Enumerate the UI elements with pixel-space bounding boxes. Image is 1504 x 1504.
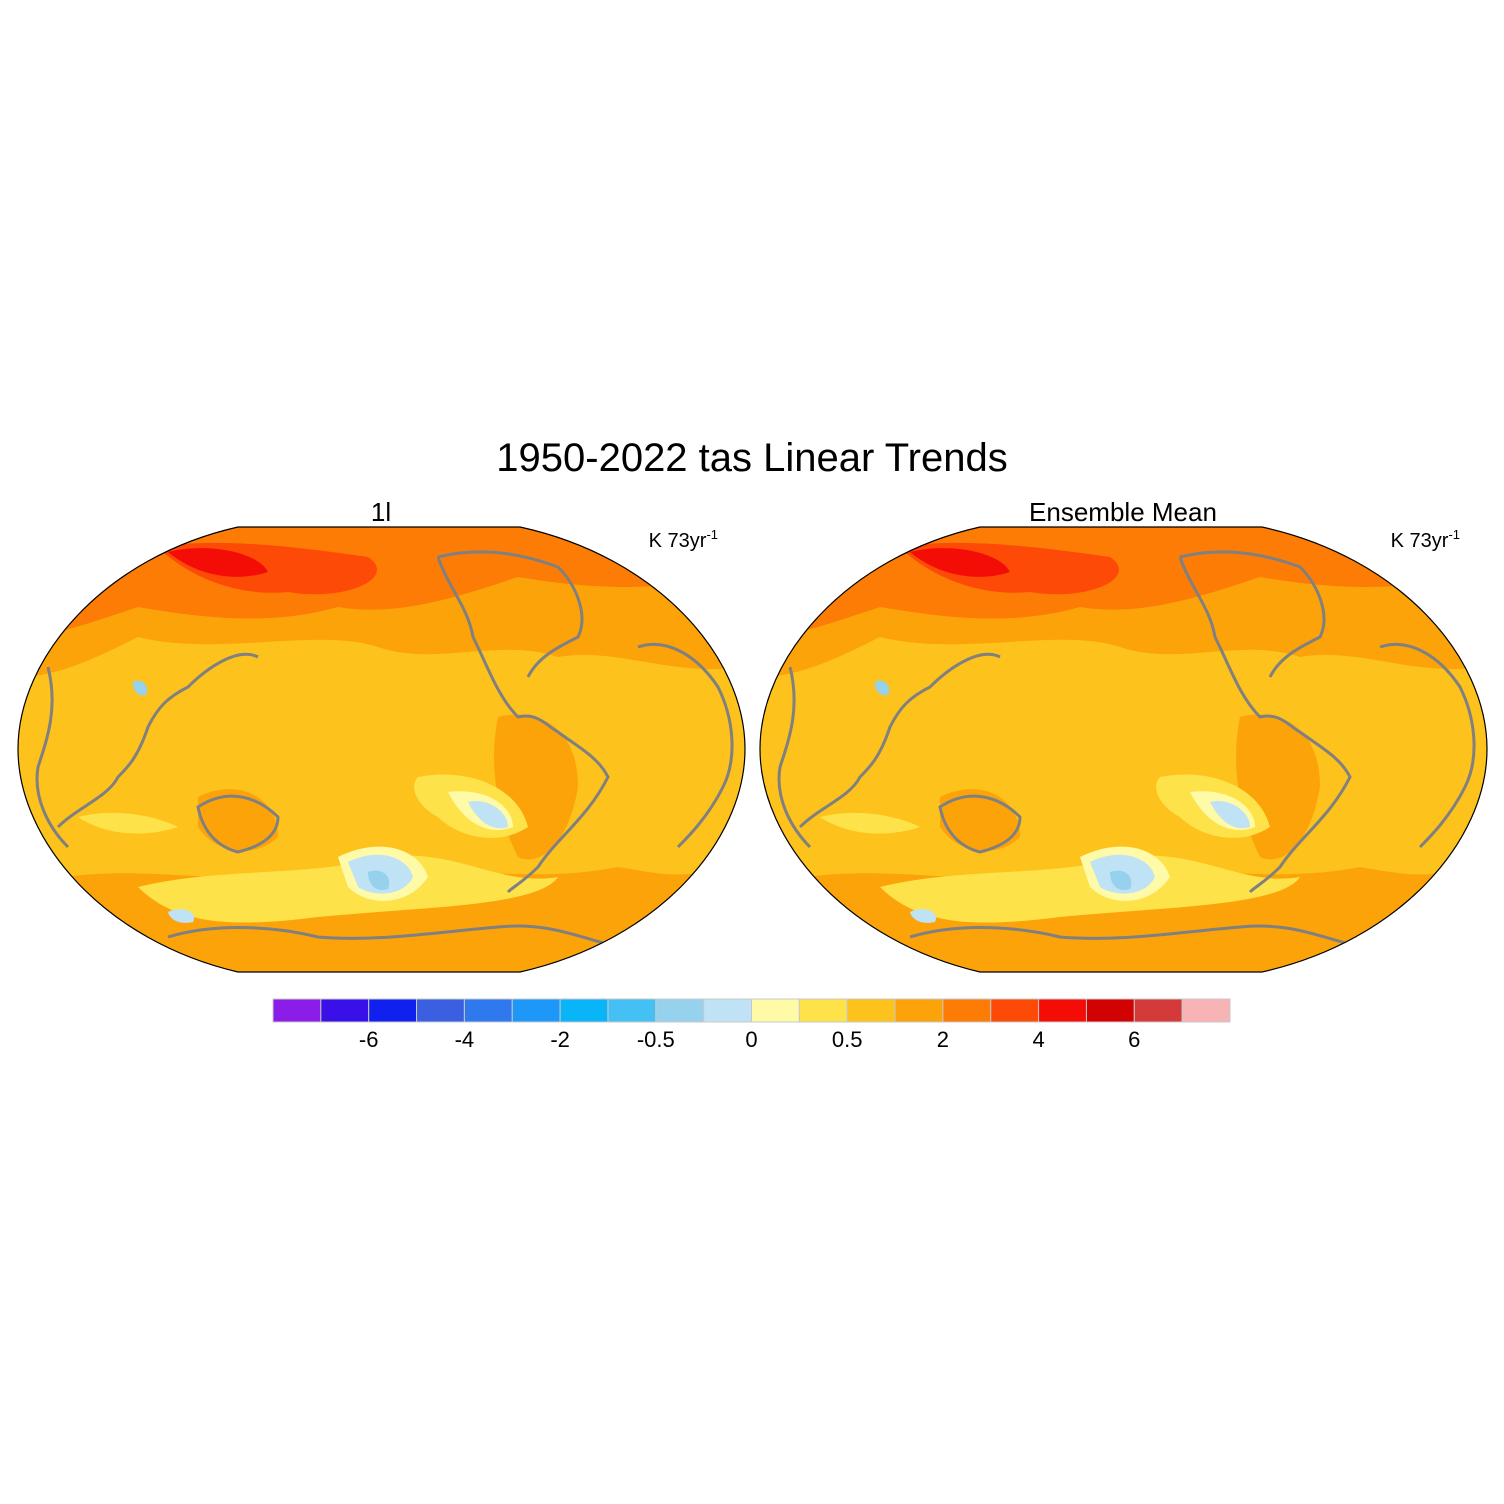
colorbar-box	[655, 998, 705, 1023]
contour-region	[198, 789, 278, 851]
colorbar-box	[272, 998, 322, 1023]
contour-region	[368, 870, 390, 891]
colorbar-box	[416, 998, 465, 1023]
colorbar-box	[320, 998, 370, 1023]
colorbar-label: 0	[745, 1027, 757, 1052]
contour-region	[874, 680, 890, 696]
units-exponent: -1	[706, 527, 718, 542]
figure-title: 1950-2022 tas Linear Trends	[496, 436, 1007, 480]
contour-region	[910, 548, 1010, 577]
colorbar-label: -0.5	[637, 1027, 675, 1052]
contour-region	[168, 548, 268, 577]
colorbar-box	[942, 998, 992, 1023]
coastline	[56, 652, 259, 829]
contour-region	[168, 909, 194, 923]
contour-region	[880, 855, 1300, 923]
panel-title: Ensemble Mean	[1029, 497, 1217, 527]
colorbar-box	[1085, 998, 1135, 1023]
units-label: K 73yr-1	[1391, 527, 1460, 552]
colorbar-box	[894, 998, 944, 1023]
contour-region	[1210, 801, 1250, 829]
map-outline	[759, 526, 1488, 973]
coastline	[637, 642, 734, 849]
coastline	[196, 794, 280, 854]
coastline	[909, 924, 1361, 949]
contour-region	[820, 812, 920, 834]
colorbar-label: -2	[550, 1027, 570, 1052]
map-outline	[17, 526, 746, 973]
colorbar-label: 6	[1128, 1027, 1140, 1052]
units-exponent: -1	[1448, 527, 1460, 542]
colorbar-box	[511, 998, 561, 1023]
coastline	[436, 556, 610, 894]
coastline	[798, 652, 1001, 829]
coastline	[167, 924, 619, 949]
contour-region	[910, 909, 936, 923]
coastline	[1178, 556, 1352, 894]
colorbar-box	[368, 998, 418, 1023]
map-fill	[18, 527, 745, 972]
coastline	[1179, 550, 1326, 678]
contour-region	[138, 855, 558, 923]
map-panel	[17, 526, 746, 973]
colorbar-label: -6	[359, 1027, 379, 1052]
contour-region	[940, 789, 1020, 851]
panel-title: 1l	[371, 497, 391, 527]
colorbar-box	[798, 998, 848, 1023]
contour-region	[132, 680, 148, 696]
units-text: K 73yr	[649, 530, 707, 552]
colorbar-box	[990, 998, 1040, 1023]
colorbar-label: 2	[937, 1027, 949, 1052]
coastline	[777, 666, 812, 849]
coastline	[1379, 642, 1476, 849]
coastline	[938, 794, 1022, 854]
units-label: K 73yr-1	[649, 527, 718, 552]
contour-region	[1110, 870, 1132, 891]
colorbar-label: -4	[455, 1027, 475, 1052]
colorbar-box	[607, 998, 657, 1023]
colorbar-box	[559, 998, 609, 1023]
colorbar-label: 0.5	[832, 1027, 863, 1052]
contour-region	[468, 801, 508, 829]
contour-region	[78, 812, 178, 834]
colorbar-box	[751, 998, 800, 1023]
colorbar-label: 4	[1032, 1027, 1044, 1052]
coastline	[437, 550, 584, 678]
colorbar-box	[846, 998, 896, 1023]
colorbar-box	[1038, 998, 1087, 1023]
colorbar-box	[703, 998, 753, 1023]
colorbar-box	[1181, 998, 1231, 1023]
colorbar-box	[1133, 998, 1183, 1023]
map-panel	[759, 526, 1488, 973]
units-text: K 73yr	[1391, 530, 1449, 552]
colorbar-box	[463, 998, 513, 1023]
map-fill	[760, 527, 1487, 972]
coastline	[35, 666, 70, 849]
